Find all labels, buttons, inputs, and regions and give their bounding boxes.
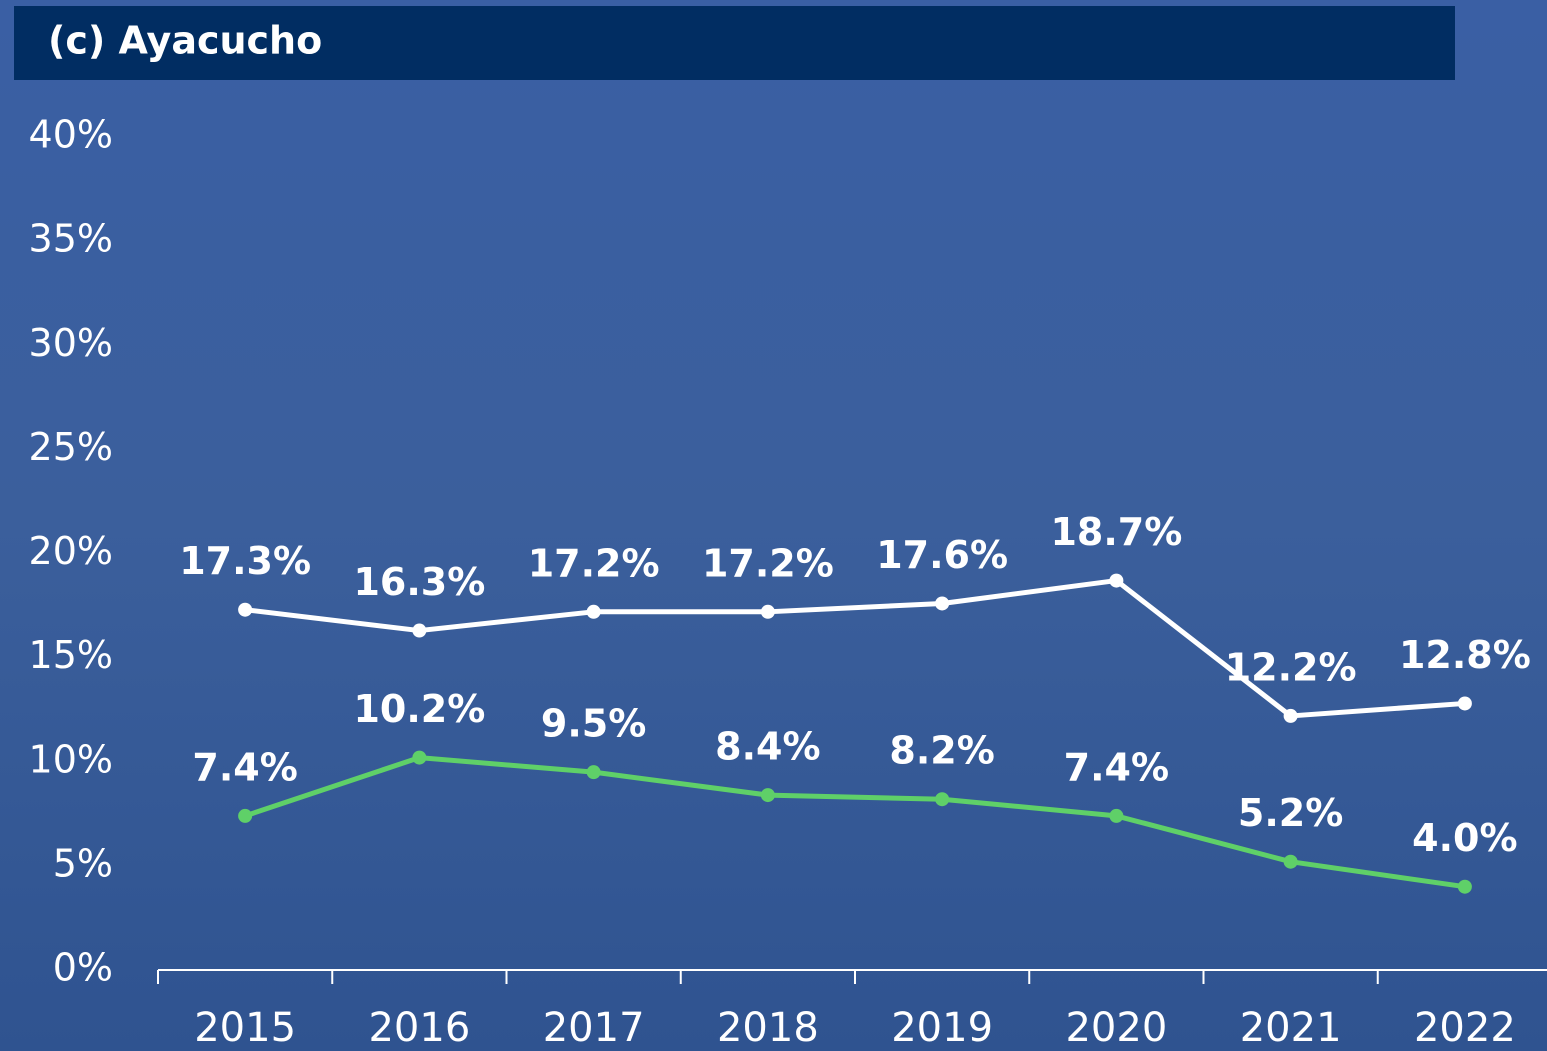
- data-label: 4.0%: [1412, 816, 1517, 860]
- x-tick-label: 2016: [368, 1005, 470, 1051]
- y-tick-label: 15%: [29, 633, 113, 677]
- x-tick-label: 2021: [1240, 1005, 1342, 1051]
- point: [761, 605, 775, 619]
- x-tick-label: 2020: [1065, 1005, 1167, 1051]
- x-tick-label: 2019: [891, 1005, 993, 1051]
- point: [935, 596, 949, 610]
- point: [1458, 880, 1472, 894]
- chart: (c) Ayacucho 0% 5% 10% 15% 20% 25% 30% 35% 40% 20…: [0, 0, 1547, 1051]
- chart-title: (c) Ayacucho: [48, 19, 322, 63]
- data-label: 17.2%: [702, 541, 834, 585]
- point: [238, 603, 252, 617]
- y-tick-label: 40%: [29, 113, 113, 157]
- x-tick-label: 2017: [543, 1005, 645, 1051]
- data-label: 9.5%: [541, 702, 646, 746]
- x-tick-label: 2015: [194, 1005, 296, 1051]
- point: [1458, 696, 1472, 710]
- data-label: 17.3%: [179, 539, 311, 583]
- y-tick-label: 0%: [53, 946, 113, 990]
- point: [238, 809, 252, 823]
- point: [1109, 809, 1123, 823]
- data-label: 7.4%: [1064, 745, 1169, 789]
- point: [587, 765, 601, 779]
- data-label: 16.3%: [353, 560, 485, 604]
- y-tick-label: 10%: [29, 737, 113, 781]
- point: [587, 605, 601, 619]
- data-label: 17.6%: [876, 533, 1008, 577]
- x-tick-label: 2018: [717, 1005, 819, 1051]
- point: [935, 792, 949, 806]
- data-label: 12.2%: [1225, 645, 1357, 689]
- data-label: 7.4%: [192, 745, 297, 789]
- y-tick-label: 25%: [29, 425, 113, 469]
- y-tick-label: 35%: [29, 217, 113, 261]
- data-label: 8.2%: [889, 729, 994, 773]
- y-tick-label: 20%: [29, 529, 113, 573]
- point: [1284, 709, 1298, 723]
- data-label: 12.8%: [1399, 633, 1531, 677]
- y-tick-label: 5%: [53, 841, 113, 885]
- point: [412, 751, 426, 765]
- background: [0, 0, 1547, 1051]
- data-label: 18.7%: [1050, 510, 1182, 554]
- data-label: 8.4%: [715, 725, 820, 769]
- data-label: 5.2%: [1238, 791, 1343, 835]
- point: [761, 788, 775, 802]
- point: [412, 624, 426, 638]
- point: [1284, 855, 1298, 869]
- y-tick-label: 30%: [29, 321, 113, 365]
- x-tick-label: 2022: [1414, 1005, 1516, 1051]
- point: [1109, 574, 1123, 588]
- data-label: 17.2%: [528, 541, 660, 585]
- data-label: 10.2%: [353, 687, 485, 731]
